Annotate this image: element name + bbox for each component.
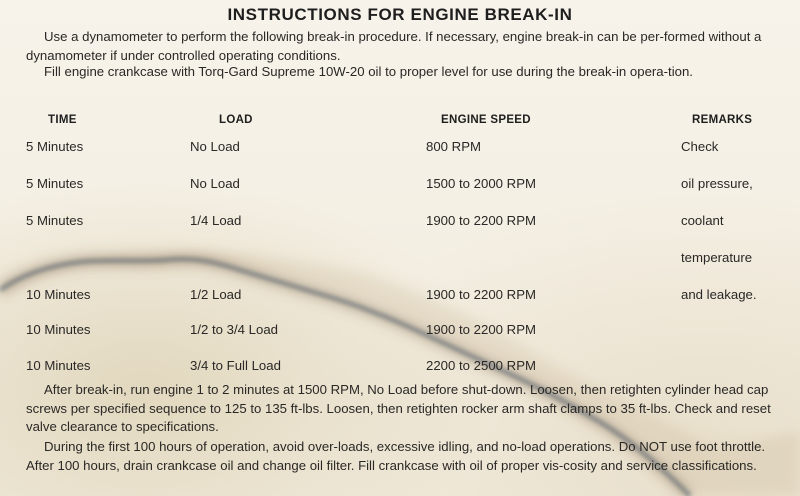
remark-line-4: temperature [681, 250, 753, 265]
document-title: INSTRUCTIONS FOR ENGINE BREAK-IN [227, 5, 573, 24]
first-100-hours-paragraph: During the first 100 hours of operation,… [26, 439, 766, 473]
header-time: TIME [48, 114, 77, 126]
row-3-speed: 1900 to 2200 RPM [426, 213, 536, 228]
row-2-load: No Load [190, 176, 240, 191]
intro-paragraph-2: Fill engine crankcase with Torq-Gard Sup… [44, 64, 693, 79]
row-5-speed: 1900 to 2200 RPM [426, 322, 536, 337]
row-4-load: 1/2 Load [190, 287, 242, 302]
remark-line-5: and leakage. [681, 287, 757, 302]
row-6-time: 10 Minutes [26, 358, 91, 373]
header-load: LOAD [219, 114, 253, 126]
row-5-time: 10 Minutes [26, 322, 91, 337]
row-2-time: 5 Minutes [26, 176, 84, 191]
row-1-speed: 800 RPM [426, 139, 481, 154]
remark-line-3: coolant [681, 213, 724, 228]
header-engine-speed: ENGINE SPEED [441, 114, 531, 126]
row-4-time: 10 Minutes [26, 287, 91, 302]
row-2-speed: 1500 to 2000 RPM [426, 176, 536, 191]
header-remarks: REMARKS [692, 114, 753, 126]
remark-line-2: oil pressure, [681, 176, 753, 191]
row-3-time: 5 Minutes [26, 213, 84, 228]
row-1-time: 5 Minutes [26, 139, 84, 154]
row-6-speed: 2200 to 2500 RPM [426, 358, 536, 373]
row-4-speed: 1900 to 2200 RPM [426, 287, 536, 302]
after-break-in-paragraph: After break-in, run engine 1 to 2 minute… [26, 382, 771, 434]
row-5-load: 1/2 to 3/4 Load [190, 322, 278, 337]
row-3-load: 1/4 Load [190, 213, 242, 228]
remark-line-1: Check [681, 139, 719, 154]
row-6-load: 3/4 to Full Load [190, 358, 281, 373]
intro-paragraph-1: Use a dynamometer to perform the followi… [26, 29, 762, 63]
row-1-load: No Load [190, 139, 240, 154]
